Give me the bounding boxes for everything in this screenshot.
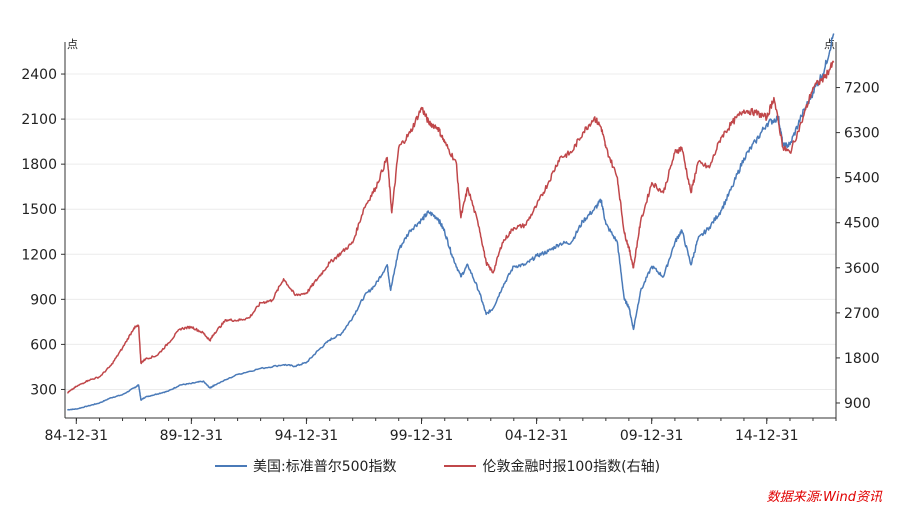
x-tick-label: 99-12-31 [390, 428, 454, 444]
legend-label-ftse100: 伦敦金融时报100指数(右轴) [482, 459, 661, 475]
x-tick-label: 09-12-31 [620, 428, 684, 444]
x-tick-label: 89-12-31 [160, 428, 224, 444]
left-tick-label: 2400 [21, 67, 57, 83]
right-tick-label: 1800 [844, 351, 880, 367]
left-tick-label: 600 [30, 337, 57, 353]
series-line-sp500 [67, 33, 835, 411]
left-tick-label: 1500 [21, 202, 57, 218]
source-note: 数据来源:Wind资讯 [766, 490, 882, 505]
x-tick-label: 14-12-31 [735, 428, 799, 444]
right-tick-label: 6300 [844, 126, 880, 142]
legend-swatch-sp500 [215, 465, 247, 467]
legend-swatch-ftse100 [444, 465, 477, 467]
left-axis-unit: 点 [67, 38, 78, 51]
left-tick-label: 300 [30, 382, 57, 398]
left-tick-label: 900 [30, 292, 57, 308]
right-tick-label: 5400 [844, 171, 880, 187]
right-axis-unit: 点 [824, 38, 835, 51]
x-tick-label: 04-12-31 [505, 428, 569, 444]
legend-item-ftse100: 伦敦金融时报100指数(右轴) [444, 456, 660, 476]
right-tick-label: 7200 [844, 81, 880, 97]
right-tick-label: 2700 [844, 306, 880, 322]
right-tick-label: 4500 [844, 216, 880, 232]
left-tick-label: 2100 [21, 112, 57, 128]
left-tick-label: 1800 [21, 157, 57, 173]
x-tick-label: 84-12-31 [45, 428, 109, 444]
right-tick-label: 3600 [844, 261, 880, 277]
legend: 美国:标准普尔500指数 伦敦金融时报100指数(右轴) [215, 456, 660, 476]
x-tick-label: 94-12-31 [275, 428, 339, 444]
left-tick-label: 1200 [21, 247, 57, 263]
series-line-ftse100 [67, 60, 835, 394]
legend-item-sp500: 美国:标准普尔500指数 [215, 456, 396, 476]
right-tick-label: 900 [844, 396, 871, 412]
legend-label-sp500: 美国:标准普尔500指数 [253, 459, 397, 475]
